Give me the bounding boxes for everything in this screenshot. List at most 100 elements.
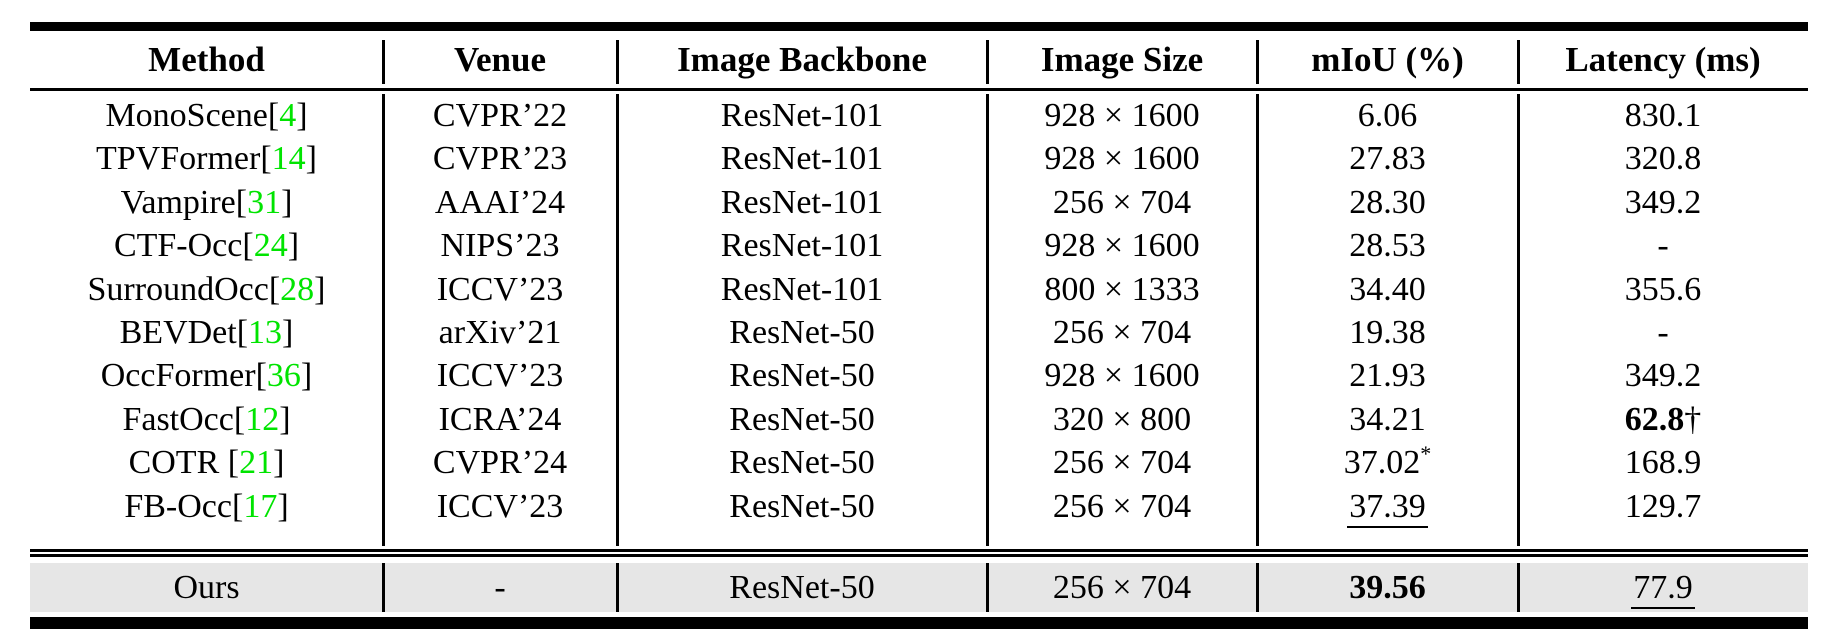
image-size-cell: 928 × 1600 xyxy=(1044,227,1200,265)
table-row: MonoScene[4] CVPR’22 ResNet-101 928 × 16… xyxy=(30,94,1808,137)
latency-cell: 349.2 xyxy=(1518,181,1808,224)
miou-value: 28.30 xyxy=(1349,183,1426,221)
table-row: BEVDet[13] arXiv’21 ResNet-50 256 × 704 … xyxy=(30,311,1808,354)
backbone-cell: ResNet-50 xyxy=(729,487,875,525)
citation-bracket-close: ] xyxy=(281,183,293,221)
image-size-cell: 800 × 1333 xyxy=(1044,270,1200,308)
citation-bracket-open: [ xyxy=(267,97,280,134)
column-divider xyxy=(1517,563,1520,612)
citation-bracket-open: [ xyxy=(268,270,281,308)
citation-bracket-open: [ xyxy=(232,487,244,525)
citation-bracket-close: ] xyxy=(300,357,313,395)
venue-cell: CVPR’24 xyxy=(432,444,568,482)
table-row: Vampire[31] AAAI’24 ResNet-101 256 × 704… xyxy=(30,181,1808,224)
venue-cell: arXiv’21 xyxy=(438,313,562,351)
latency-value: 168.9 xyxy=(1624,444,1702,482)
column-divider xyxy=(986,40,989,84)
backbone-cell: ResNet-101 xyxy=(720,183,884,221)
double-rule-upper xyxy=(30,549,1808,552)
method-name: MonoScene xyxy=(105,97,268,134)
backbone-cell: ResNet-50 xyxy=(729,400,875,438)
method-cell: FastOcc[12] xyxy=(30,398,383,441)
method-name: FB-Occ xyxy=(124,487,232,525)
column-header-latency: Latency (ms) xyxy=(1565,40,1761,79)
latency-value: 830.1 xyxy=(1624,97,1702,134)
latency-value: - xyxy=(1657,227,1669,265)
miou-value: 6.06 xyxy=(1357,97,1418,134)
citation-bracket-open: [ xyxy=(233,400,246,438)
method-cell: OccFormer[36] xyxy=(30,354,383,397)
column-divider xyxy=(1517,94,1520,546)
latency-cell: 62.8† xyxy=(1518,398,1808,441)
column-header-backbone: Image Backbone xyxy=(677,40,927,79)
top-rule xyxy=(30,22,1808,31)
latency-cell: - xyxy=(1518,224,1808,267)
latency-cell: 355.6 xyxy=(1518,268,1808,311)
column-divider xyxy=(382,40,385,84)
miou-cell: 34.21 xyxy=(1257,398,1518,441)
double-rule-lower xyxy=(30,554,1808,557)
image-size-cell: 928 × 1600 xyxy=(1044,97,1200,134)
miou-cell: 27.83 xyxy=(1257,137,1518,180)
miou-cell: 6.06 xyxy=(1257,94,1518,137)
backbone-cell: ResNet-50 xyxy=(729,357,875,395)
column-divider xyxy=(616,40,619,84)
citation-ref-link[interactable]: 28 xyxy=(280,270,315,308)
backbone-cell: ResNet-101 xyxy=(720,270,884,308)
citation-bracket-close: ] xyxy=(305,140,317,178)
column-divider xyxy=(382,563,385,612)
method-cell: FB-Occ[17] xyxy=(30,485,383,528)
citation-bracket-open: [ xyxy=(260,140,272,178)
citation-ref-link[interactable]: 13 xyxy=(248,313,283,351)
method-cell: Vampire[31] xyxy=(30,181,383,224)
citation-bracket-open: [ xyxy=(236,313,249,351)
citation-bracket-open: [ xyxy=(227,444,240,482)
citation-bracket-close: ] xyxy=(287,227,300,265)
method-name: OccFormer xyxy=(100,357,256,395)
miou-cell: 37.39 xyxy=(1257,485,1518,528)
table-row: COTR [21] CVPR’24 ResNet-50 256 × 704 37… xyxy=(30,441,1808,484)
citation-ref-link[interactable]: 24 xyxy=(253,227,288,265)
venue-cell: AAAI’24 xyxy=(434,183,566,221)
summary-miou-value: 39.56 xyxy=(1349,569,1426,606)
venue-cell: - xyxy=(494,569,506,606)
column-divider xyxy=(1256,94,1259,546)
column-header-size: Image Size xyxy=(1040,40,1204,79)
citation-ref-link[interactable]: 31 xyxy=(247,183,282,221)
citation-ref-link[interactable]: 12 xyxy=(245,400,280,438)
column-divider xyxy=(1517,40,1520,84)
miou-value: 21.93 xyxy=(1349,357,1426,395)
method-cell: CTF-Occ[24] xyxy=(30,224,383,267)
citation-ref-link[interactable]: 14 xyxy=(271,140,306,178)
citation-bracket-open: [ xyxy=(235,183,248,221)
citation-ref-link[interactable]: 36 xyxy=(266,357,301,395)
column-divider xyxy=(986,94,989,546)
table-row: FastOcc[12] ICRA’24 ResNet-50 320 × 800 … xyxy=(30,398,1808,441)
citation-ref-link[interactable]: 21 xyxy=(239,444,274,482)
latency-value: 62.8 xyxy=(1624,400,1685,438)
miou-asterisk-mark: * xyxy=(1420,441,1432,467)
column-header-miou: mIoU (%) xyxy=(1311,40,1464,79)
bottom-rule xyxy=(30,617,1808,629)
miou-cell: 34.40 xyxy=(1257,268,1518,311)
header-separator-rule xyxy=(30,88,1808,91)
method-name: FastOcc xyxy=(122,400,234,438)
citation-bracket-close: ] xyxy=(296,97,308,134)
backbone-cell: ResNet-50 xyxy=(729,569,875,606)
method-cell: BEVDet[13] xyxy=(30,311,383,354)
table-row: CTF-Occ[24] NIPS’23 ResNet-101 928 × 160… xyxy=(30,224,1808,267)
latency-value: - xyxy=(1657,313,1669,351)
citation-ref-link[interactable]: 17 xyxy=(243,487,278,525)
venue-cell: ICCV’23 xyxy=(436,487,564,525)
table-body: MonoScene[4] CVPR’22 ResNet-101 928 × 16… xyxy=(30,94,1808,528)
column-header-method: Method xyxy=(148,40,265,79)
method-cell: COTR [21] xyxy=(30,441,383,484)
method-name: COTR xyxy=(128,444,228,482)
miou-value: 37.39 xyxy=(1347,487,1428,528)
citation-bracket-close: ] xyxy=(277,487,289,525)
miou-value: 28.53 xyxy=(1349,227,1426,265)
citation-bracket-open: [ xyxy=(255,357,267,395)
citation-ref-link[interactable]: 4 xyxy=(279,97,297,134)
backbone-cell: ResNet-50 xyxy=(729,313,875,351)
